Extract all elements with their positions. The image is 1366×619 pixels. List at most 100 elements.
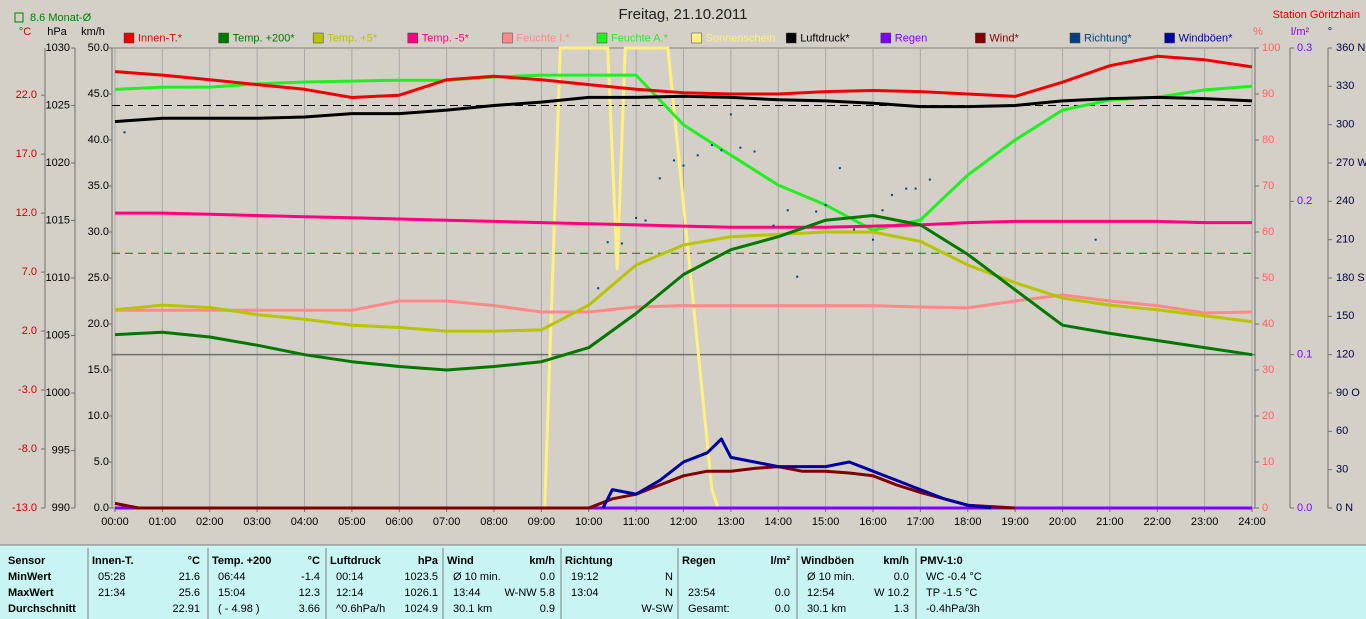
table-cell: Ø 10 min. bbox=[807, 571, 855, 583]
direction-dot bbox=[739, 146, 742, 149]
y-tick-label: 80 bbox=[1262, 134, 1274, 146]
y-tick-label: 15.0 bbox=[88, 364, 109, 376]
table-header: °C bbox=[308, 555, 320, 567]
x-tick-label: 18:00 bbox=[954, 516, 982, 528]
table-cell: 22.91 bbox=[172, 603, 200, 615]
legend-swatch bbox=[1164, 32, 1175, 44]
y-tick-label: 100 bbox=[1262, 42, 1280, 54]
table-header: Richtung bbox=[565, 555, 613, 567]
y-tick-label: 25.0 bbox=[88, 272, 109, 284]
legend-label: Richtung* bbox=[1084, 32, 1132, 44]
y-tick-label: 2.0 bbox=[22, 325, 37, 337]
direction-dot bbox=[772, 224, 775, 227]
direction-dot bbox=[824, 204, 827, 207]
direction-dot bbox=[1094, 238, 1097, 241]
x-tick-label: 16:00 bbox=[859, 516, 887, 528]
y-tick-label: 1030 bbox=[46, 42, 70, 54]
table-cell: 05:28 bbox=[98, 571, 126, 583]
direction-dot bbox=[123, 131, 126, 134]
x-tick-label: 01:00 bbox=[149, 516, 177, 528]
y-tick-label: 0.0 bbox=[94, 502, 109, 514]
table-header: Wind bbox=[447, 555, 474, 567]
table-cell: WC -0.4 °C bbox=[926, 571, 982, 583]
table-cell: 0.0 bbox=[894, 571, 909, 583]
table-cell: 12.3 bbox=[299, 587, 320, 599]
y-tick-label: 20 bbox=[1262, 410, 1274, 422]
direction-dot bbox=[753, 150, 756, 153]
row-label: MaxWert bbox=[8, 587, 54, 599]
chart-title: Freitag, 21.10.2011 bbox=[619, 6, 748, 23]
x-tick-label: 13:00 bbox=[717, 516, 745, 528]
legend-label: Regen bbox=[895, 32, 927, 44]
legend-label: Feuchte A.* bbox=[611, 32, 669, 44]
series-line bbox=[115, 211, 1252, 229]
legend-label: Innen-T.* bbox=[138, 32, 183, 44]
y-tick-label: 360 N bbox=[1336, 42, 1365, 54]
y-tick-label: 30 bbox=[1262, 364, 1274, 376]
series-line bbox=[114, 73, 1253, 232]
table-cell: 0.0 bbox=[775, 603, 790, 615]
legend-label: Wind* bbox=[989, 32, 1019, 44]
legend-swatch bbox=[502, 32, 513, 44]
y-tick-label: 240 bbox=[1336, 195, 1354, 207]
x-tick-label: 07:00 bbox=[433, 516, 461, 528]
y-tick-label: 270 W bbox=[1336, 157, 1366, 169]
legend-swatch bbox=[312, 32, 324, 44]
series-line bbox=[601, 437, 992, 510]
table-header: Luftdruck bbox=[330, 555, 382, 567]
legend-swatch bbox=[691, 32, 702, 44]
legend-swatch bbox=[880, 32, 892, 44]
y-tick-label: 0.0 bbox=[1297, 502, 1312, 514]
y-tick-label: 17.0 bbox=[16, 148, 37, 160]
series-line bbox=[115, 46, 1252, 510]
table-cell: 0.9 bbox=[540, 603, 555, 615]
y-tick-label: 0.1 bbox=[1297, 349, 1312, 361]
axis-title: km/h bbox=[81, 26, 105, 38]
y-tick-label: 45.0 bbox=[88, 88, 109, 100]
table-cell: 1026.1 bbox=[404, 587, 438, 599]
y-tick-label: -3.0 bbox=[18, 384, 37, 396]
row-label: MinWert bbox=[8, 571, 52, 583]
direction-dot bbox=[815, 210, 818, 213]
direction-dot bbox=[881, 209, 884, 212]
y-tick-label: 300 bbox=[1336, 119, 1354, 131]
direction-dot bbox=[905, 187, 908, 190]
table-header: l/m² bbox=[770, 555, 790, 567]
axis-title: l/m² bbox=[1291, 26, 1310, 38]
table-header: km/h bbox=[883, 555, 909, 567]
table-cell: 21.6 bbox=[179, 571, 200, 583]
y-tick-label: 1000 bbox=[46, 387, 70, 399]
table-cell: Gesamt: bbox=[688, 603, 730, 615]
y-tick-label: 0 bbox=[1262, 502, 1268, 514]
row-label: Durchschnitt bbox=[8, 603, 76, 615]
table-cell: 0.0 bbox=[775, 587, 790, 599]
legend-swatch bbox=[785, 32, 797, 44]
y-tick-label: 60 bbox=[1336, 425, 1348, 437]
table-header: Innen-T. bbox=[92, 555, 134, 567]
x-tick-label: 03:00 bbox=[243, 516, 271, 528]
table-cell: TP -1.5 °C bbox=[926, 587, 977, 599]
table-cell: ^0.6hPa/h bbox=[336, 603, 385, 615]
direction-dot bbox=[914, 187, 917, 190]
table-cell: ( - 4.98 ) bbox=[218, 603, 260, 615]
axis-title: hPa bbox=[47, 26, 67, 38]
table-cell: -0.4hPa/3h bbox=[926, 603, 980, 615]
x-tick-label: 12:00 bbox=[670, 516, 698, 528]
y-tick-label: 20.0 bbox=[88, 318, 109, 330]
legend-swatch bbox=[975, 32, 986, 44]
y-tick-label: 5.0 bbox=[94, 456, 109, 468]
row-label: Sensor bbox=[8, 555, 46, 567]
x-tick-label: 14:00 bbox=[764, 516, 792, 528]
table-cell: W 10.2 bbox=[874, 587, 909, 599]
table-cell: 15:04 bbox=[218, 587, 246, 599]
x-tick-label: 04:00 bbox=[291, 516, 319, 528]
table-cell: 19:12 bbox=[571, 571, 599, 583]
y-tick-label: 10.0 bbox=[88, 410, 109, 422]
y-tick-label: 1010 bbox=[46, 272, 70, 284]
x-tick-label: 09:00 bbox=[528, 516, 556, 528]
table-cell: 1.3 bbox=[894, 603, 909, 615]
x-tick-label: 06:00 bbox=[385, 516, 413, 528]
direction-dot bbox=[673, 159, 676, 162]
legend-label: Temp. -5* bbox=[422, 32, 470, 44]
